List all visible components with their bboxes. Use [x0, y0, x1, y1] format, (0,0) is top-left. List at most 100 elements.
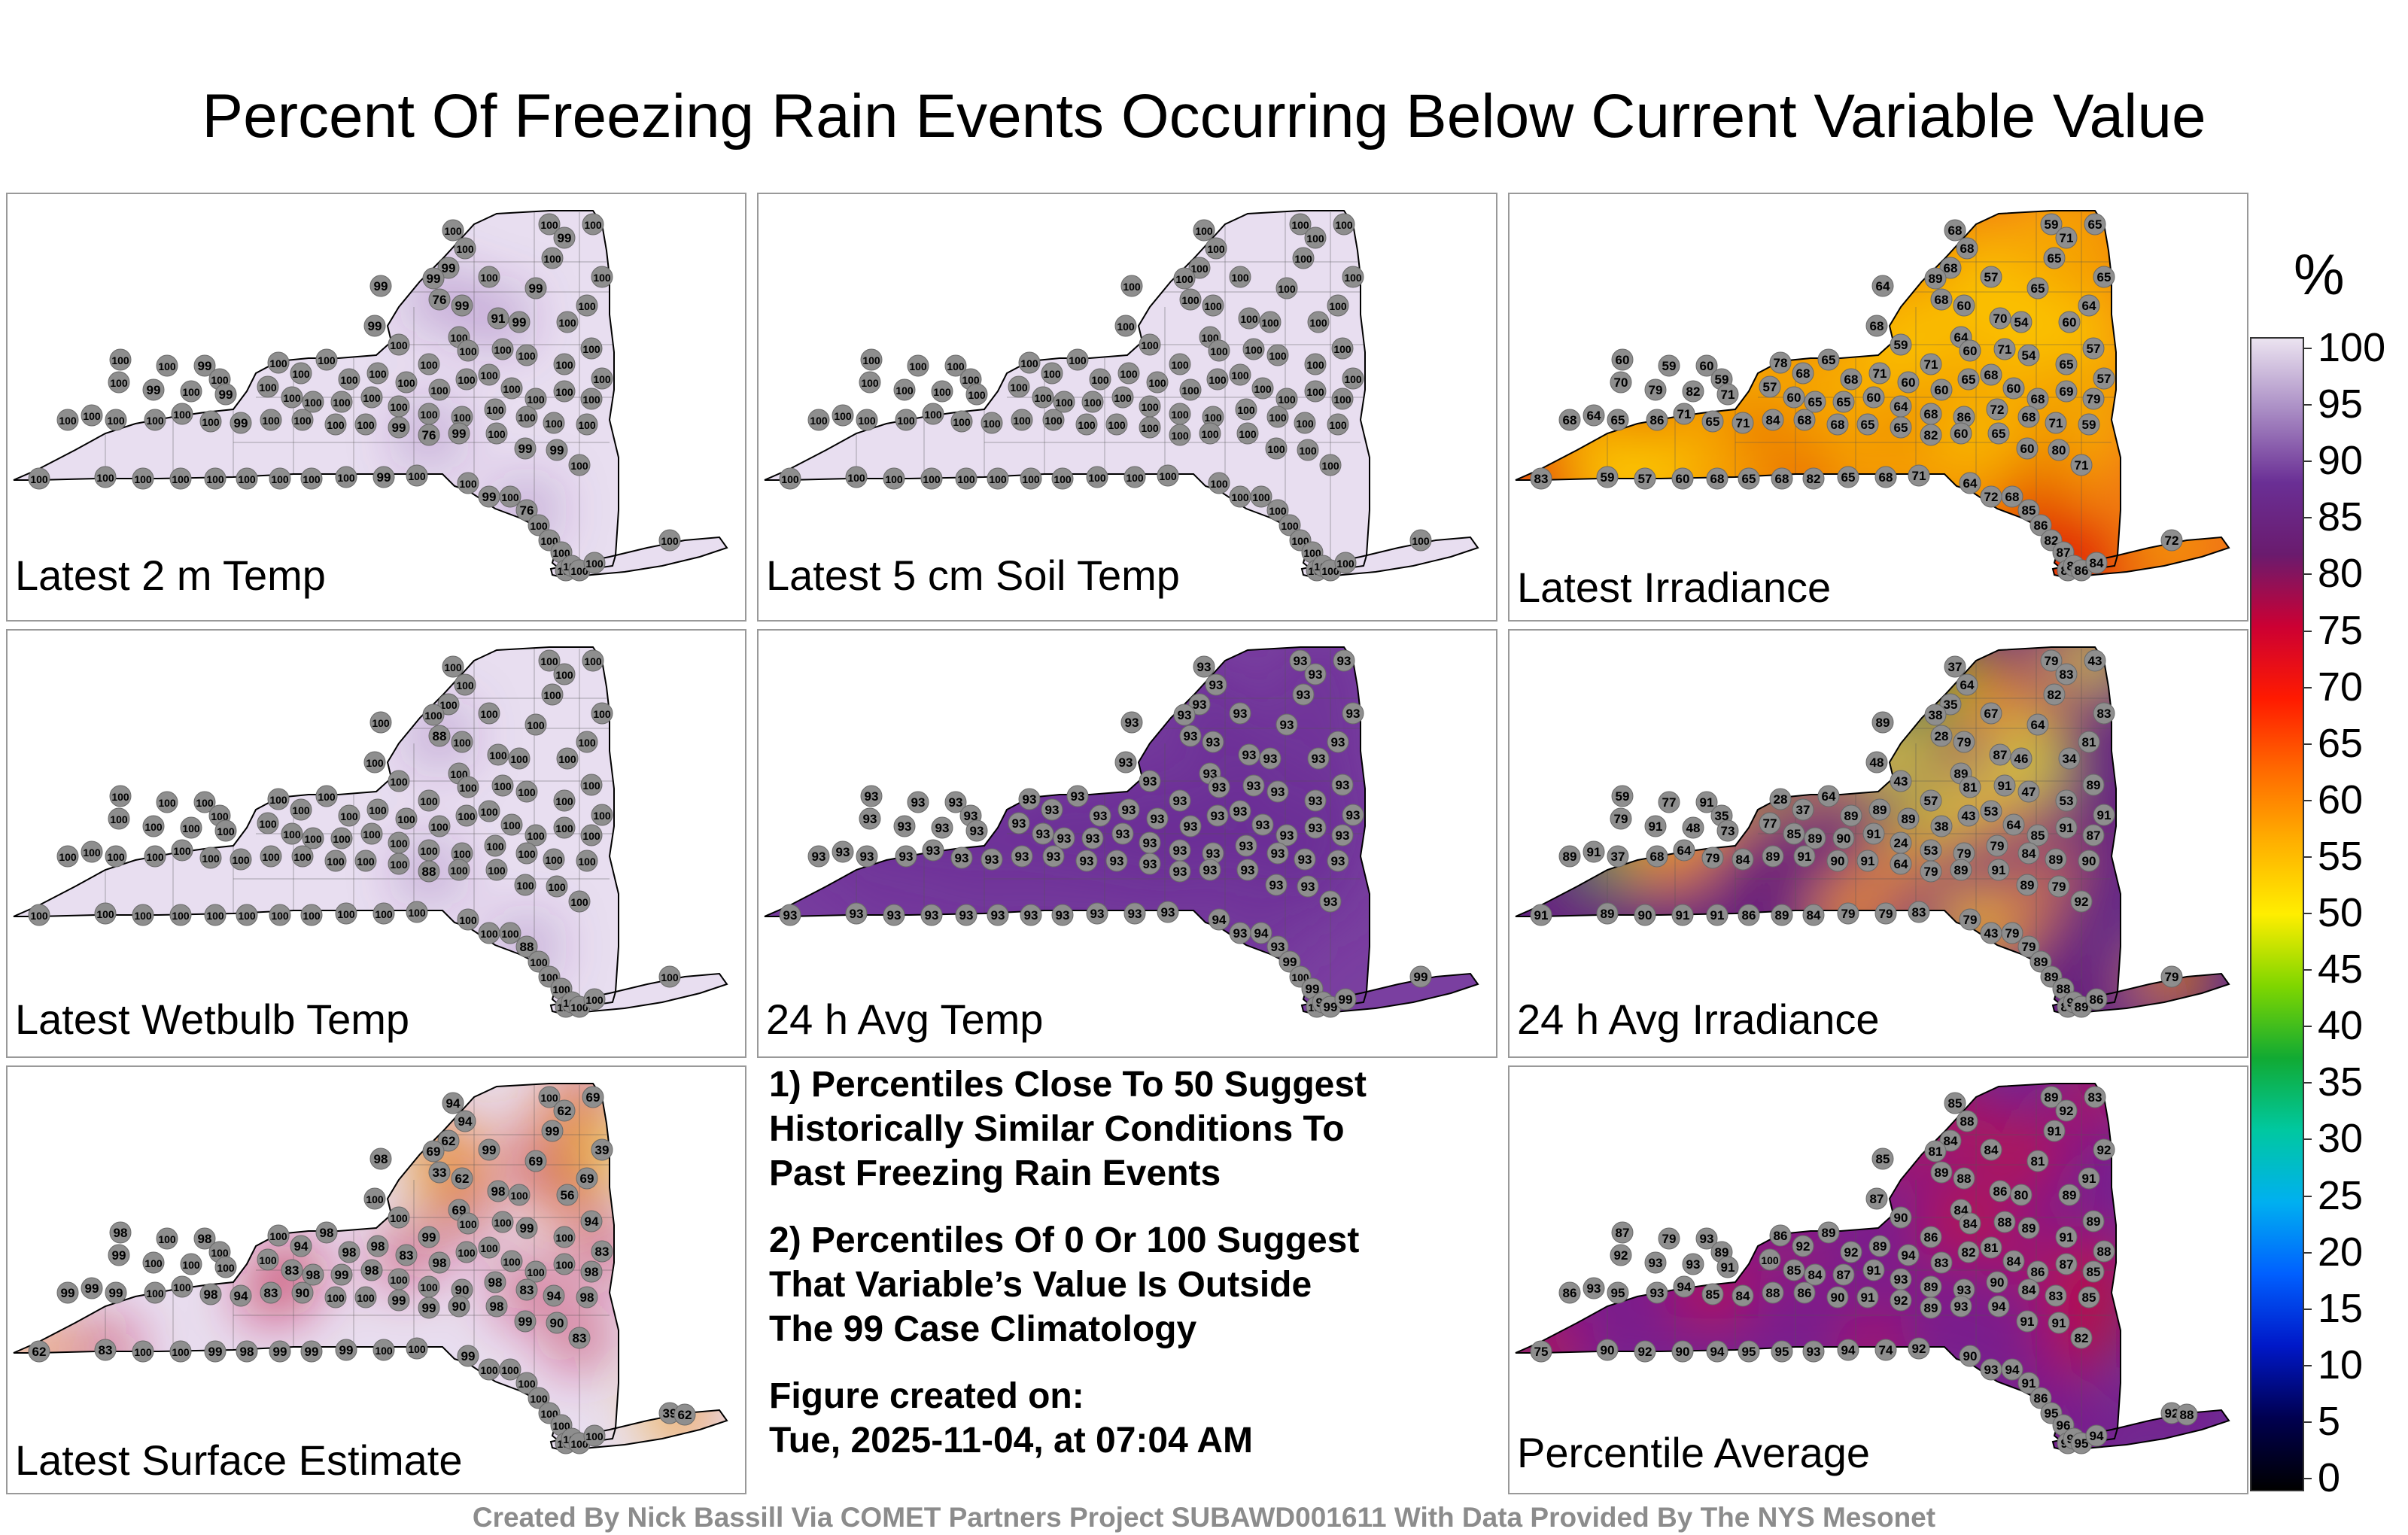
station-value: 87: [2060, 1257, 2074, 1272]
station-value: 81: [2031, 1154, 2045, 1169]
station-marker: 83: [1930, 1251, 1953, 1274]
station-value: 100: [1181, 294, 1199, 306]
station-marker: 95: [1771, 1340, 1793, 1363]
station-value: 99: [1414, 970, 1428, 984]
station-marker: 100: [330, 827, 353, 850]
station-value: 100: [1091, 374, 1109, 386]
station-value: 100: [518, 786, 536, 798]
station-marker: 93: [1331, 824, 1354, 847]
station-marker: 92: [2055, 1099, 2078, 1122]
station-marker: 93: [1695, 1227, 1718, 1250]
station-marker: 87: [1611, 1221, 1634, 1244]
station-marker: 65: [1607, 409, 1629, 431]
station-value: 100: [909, 360, 927, 372]
station-marker: 100: [931, 380, 953, 403]
station-marker: 98: [338, 1241, 360, 1263]
station-value: 100: [582, 343, 600, 355]
station-marker: 89: [1871, 711, 1894, 734]
station-value: 43: [2088, 654, 2102, 668]
station-marker: 82: [2043, 683, 2066, 706]
note-2-line-2: That Variable’s Value Is Outside: [769, 1265, 1312, 1305]
station-value: 100: [885, 473, 903, 485]
station-marker: 39: [591, 1138, 613, 1161]
station-value: 83: [2049, 1289, 2063, 1303]
station-marker: 84: [1939, 1129, 1962, 1152]
station-value: 100: [924, 409, 942, 421]
panel-24h-avg-temp: 93 93 93 93 93 93 93 93 93 93 93 93 93 93 93 93 93 93 93 93…: [757, 629, 1497, 1058]
station-marker: 100: [372, 902, 395, 925]
station-marker: 100: [499, 922, 521, 944]
station-value: 93: [1241, 863, 1255, 877]
station-value: 100: [545, 418, 563, 430]
station-value: 57: [1638, 472, 1652, 486]
station-value: 93: [1197, 660, 1212, 674]
station-value: 100: [217, 1262, 235, 1274]
station-value: 93: [1119, 755, 1133, 770]
station-value: 69: [452, 1203, 467, 1217]
station-value: 79: [1957, 847, 1972, 861]
station-marker: 100: [214, 1256, 237, 1278]
station-marker: 91: [2055, 1226, 2078, 1248]
station-value: 94: [1677, 1280, 1692, 1294]
station-value: 100: [304, 833, 322, 845]
station-value: 93: [783, 908, 798, 923]
station-value: 93: [860, 850, 874, 864]
station-value: 100: [548, 881, 566, 893]
station-marker: 93: [1304, 816, 1327, 839]
station-marker: 100: [583, 552, 606, 574]
station-value: 98: [114, 1226, 128, 1240]
station-marker: 98: [315, 1221, 338, 1244]
station-marker: 100: [580, 388, 603, 410]
station-value: 100: [480, 1242, 498, 1254]
station-marker: 91: [2017, 1372, 2040, 1394]
station-value: 100: [318, 354, 336, 366]
station-marker: 100: [169, 1340, 192, 1363]
station-value: 71: [2049, 416, 2063, 430]
station-marker: 91: [1856, 1286, 1879, 1309]
station-marker: 86: [2085, 988, 2108, 1011]
station-value: 93: [925, 908, 939, 923]
station-marker: 68: [1558, 409, 1581, 431]
station-marker: 59: [1890, 333, 1912, 356]
station-marker: 100: [591, 702, 613, 725]
station-value: 71: [2075, 458, 2089, 473]
station-marker: 100: [1169, 403, 1191, 425]
station-value: 99: [1339, 992, 1353, 1007]
station-marker: 94: [580, 1210, 603, 1233]
station-marker: 100: [845, 466, 868, 488]
station-marker: 91: [1862, 1259, 1885, 1281]
station-marker: 90: [1596, 1339, 1619, 1361]
station-value: 100: [283, 828, 301, 840]
station-marker: 100: [257, 375, 279, 398]
colorbar-tick-label: 10: [2318, 1342, 2364, 1388]
station-marker: 100: [1292, 247, 1315, 269]
station-value: 91: [1676, 908, 1690, 923]
station-marker: 93: [1275, 713, 1298, 736]
station-marker: 93: [1066, 785, 1089, 807]
station-marker: 89: [1771, 904, 1793, 926]
station-value: 59: [1715, 372, 1729, 387]
station-marker: 100: [524, 824, 547, 847]
station-value: 81: [1984, 1241, 1999, 1255]
station-marker: 100: [524, 388, 547, 410]
station-value: 100: [134, 473, 152, 485]
station-value: 100: [1254, 383, 1272, 395]
station-value: 100: [408, 907, 426, 919]
station-marker: 100: [1206, 368, 1229, 391]
station-marker: 93: [1179, 725, 1202, 747]
station-marker: 84: [2002, 1250, 2025, 1272]
station-marker: 100: [528, 514, 550, 536]
station-value: 100: [480, 1364, 498, 1376]
station-value: 100: [480, 369, 498, 381]
station-marker: 100: [406, 1337, 428, 1360]
colorbar-tick-mark: [2303, 686, 2312, 688]
station-marker: 100: [1275, 277, 1298, 299]
colorbar-tick-mark: [2303, 1364, 2312, 1366]
station-value: 100: [173, 845, 191, 857]
station-marker: 90: [1832, 827, 1855, 850]
colorbar-tick-label: 80: [2318, 551, 2364, 597]
station-marker: 57: [2082, 337, 2105, 360]
station-value: 99: [442, 261, 456, 275]
station-value: 83: [285, 1263, 299, 1278]
